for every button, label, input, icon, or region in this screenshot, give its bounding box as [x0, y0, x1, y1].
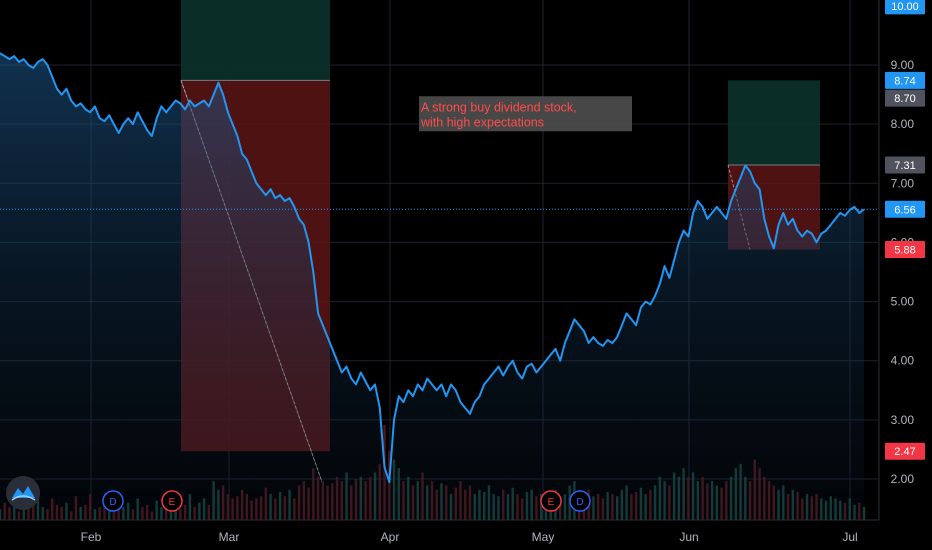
x-tick-label: Jun: [679, 530, 698, 544]
event-marker-d[interactable]: D: [102, 490, 124, 512]
area-fill: [0, 53, 864, 520]
price-tag-target-2-bg: [885, 241, 925, 259]
price-tag-top: 10.00: [891, 1, 919, 13]
event-marker-circle: [161, 490, 183, 512]
price-tag-target-1: 2.47: [894, 446, 915, 458]
x-tick-label: Apr: [381, 530, 400, 544]
text-annotation[interactable]: A strong buy dividend stock,with high ex…: [419, 96, 632, 132]
axes: FebMarAprMayJunJul2.003.004.005.006.007.…: [81, 58, 915, 544]
event-marker-d[interactable]: D: [569, 490, 591, 512]
annotation-line-1: A strong buy dividend stock,: [421, 100, 577, 114]
price-tag-gray-bg: [885, 89, 925, 107]
y-tick-label: 8.00: [891, 117, 915, 131]
y-tick-label: 5.00: [891, 295, 915, 309]
price-tag-entry-2: 7.31: [894, 160, 915, 172]
y-tick-label: 7.00: [891, 176, 915, 190]
y-tick-label: 4.00: [891, 354, 915, 368]
y-tick-label: 3.00: [891, 413, 915, 427]
logo-wave: [11, 495, 36, 501]
price-tag-last-bg: [885, 200, 925, 218]
annotation-line-2: with high expectations: [420, 115, 544, 129]
y-tick-label: 9.00: [891, 58, 915, 72]
event-marker-letter: D: [576, 497, 583, 508]
price-tag-entry-1: 8.74: [894, 75, 915, 87]
event-marker-e[interactable]: E: [161, 490, 183, 512]
logo-mark: [12, 486, 35, 498]
logo[interactable]: [6, 476, 40, 510]
price-tag-target-2: 5.88: [894, 245, 915, 257]
price-tag-last: 6.56: [894, 204, 915, 216]
y-tick-label: 2.00: [891, 472, 915, 486]
price-tag-entry-2-bg: [885, 156, 925, 174]
price-tags: 10.00 8.74 8.70 7.31 6.56 5.88 2.47: [885, 0, 925, 460]
logo-circle: [6, 476, 40, 510]
area-path: [0, 53, 864, 520]
tradingview-logo-icon[interactable]: [6, 476, 40, 510]
x-tick-label: May: [532, 530, 555, 544]
price-tag-target-1-bg: [885, 442, 925, 460]
event-marker-circle: [569, 490, 591, 512]
x-tick-label: Jul: [842, 530, 857, 544]
price-tag-entry-1-bg: [885, 71, 925, 89]
price-tag-gray: 8.70: [894, 93, 915, 105]
event-marker-circle: [540, 490, 562, 512]
position-stop-zone[interactable]: [181, 0, 330, 81]
price-line: [0, 52, 878, 483]
annotation-box[interactable]: [419, 96, 632, 132]
event-marker-letter: E: [169, 497, 176, 508]
price-tag-top-bg: [885, 0, 925, 15]
event-marker-circle: [102, 490, 124, 512]
event-marker-e[interactable]: E: [540, 490, 562, 512]
position-stop-zone[interactable]: [728, 80, 820, 165]
price-series-line: [0, 52, 865, 483]
x-tick-label: Feb: [81, 530, 102, 544]
event-marker-letter: D: [109, 497, 116, 508]
event-marker-letter: E: [548, 497, 555, 508]
x-tick-label: Mar: [219, 530, 240, 544]
